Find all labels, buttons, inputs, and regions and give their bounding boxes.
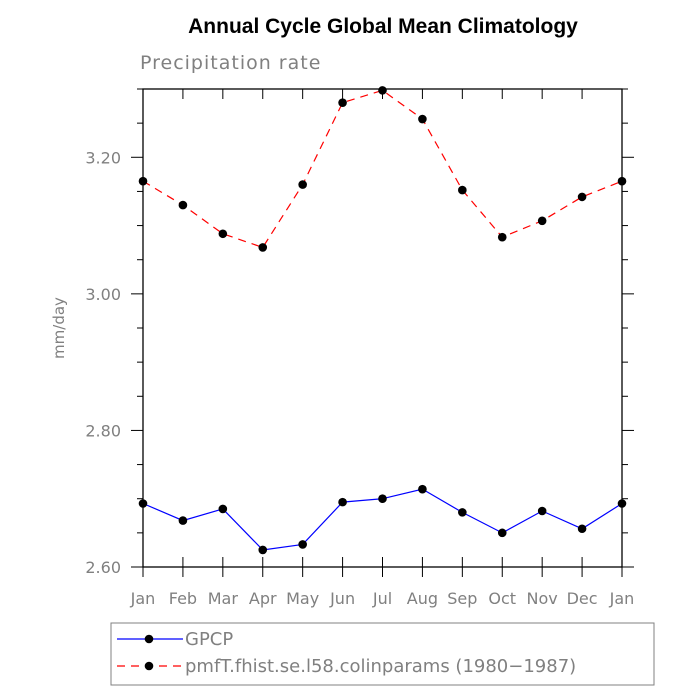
legend-marker-1 <box>144 661 154 671</box>
data-point-series-0 <box>418 484 427 494</box>
data-point-series-1 <box>378 86 387 95</box>
data-point-series-0 <box>378 494 387 504</box>
x-tick-label: Apr <box>249 589 277 608</box>
data-point-series-1 <box>218 229 228 239</box>
x-tick-label: Feb <box>169 589 197 608</box>
x-tick-label: Jun <box>329 589 355 608</box>
legend-label-0: GPCP <box>185 629 233 650</box>
x-tick-label: Oct <box>488 589 516 608</box>
x-tick-label: Jul <box>372 589 392 608</box>
series-line-1 <box>142 89 623 249</box>
x-axis: Jan Feb Mar Apr May Jun Jul Aug Sep Oct Nov Dec Jan <box>130 89 635 608</box>
data-point-series-1 <box>497 232 507 242</box>
x-tick-label: Dec <box>567 589 598 608</box>
data-point-series-1 <box>298 180 307 189</box>
data-point-series-1 <box>577 192 587 202</box>
data-point-series-1 <box>138 176 148 186</box>
data-point-series-1 <box>418 114 427 124</box>
data-point-series-0 <box>218 504 228 514</box>
data-point-series-0 <box>178 516 188 525</box>
data-point-series-0 <box>497 528 507 538</box>
x-tick-label: Mar <box>208 589 239 608</box>
x-tick-label: Aug <box>407 589 438 608</box>
x-tick-label: Jan <box>130 589 156 608</box>
data-point-series-0 <box>338 497 347 507</box>
y-tick-label: 3.20 <box>85 148 121 167</box>
x-tick-label: May <box>286 589 319 608</box>
chart-subtitle: Precipitation rate <box>140 52 321 74</box>
legend-label-1: pmfT.fhist.se.l58.colinparams (1980−1987… <box>185 656 576 677</box>
y-axis-label: mm/day <box>50 297 68 359</box>
chart-title: Annual Cycle Global Mean Climatology <box>188 15 578 38</box>
data-point-series-0 <box>298 540 307 549</box>
data-point-series-0 <box>537 506 547 516</box>
data-point-series-0 <box>577 524 587 534</box>
x-tick-label: Nov <box>527 589 558 608</box>
legend: GPCP pmfT.fhist.se.l58.colinparams (1980−… <box>117 629 576 677</box>
data-point-series-0 <box>138 499 148 508</box>
data-point-series-0 <box>458 508 467 517</box>
y-tick-label: 2.60 <box>85 558 121 577</box>
data-point-series-0 <box>617 499 627 508</box>
data-point-series-0 <box>258 545 268 555</box>
series-layer <box>138 86 627 555</box>
data-point-series-1 <box>617 176 627 186</box>
data-point-series-1 <box>338 98 347 107</box>
y-tick-label: 3.00 <box>85 285 121 304</box>
data-point-series-1 <box>258 243 268 252</box>
legend-marker-0 <box>144 634 154 644</box>
x-tick-label: Jan <box>609 589 635 608</box>
data-point-series-1 <box>178 200 188 210</box>
x-tick-label: Sep <box>447 589 477 608</box>
y-tick-label: 2.80 <box>85 421 121 440</box>
data-point-series-1 <box>458 185 467 195</box>
y-axis: 2.60 2.80 3.00 3.20 <box>85 88 634 577</box>
legend-box <box>110 622 655 686</box>
data-point-series-1 <box>537 216 547 226</box>
